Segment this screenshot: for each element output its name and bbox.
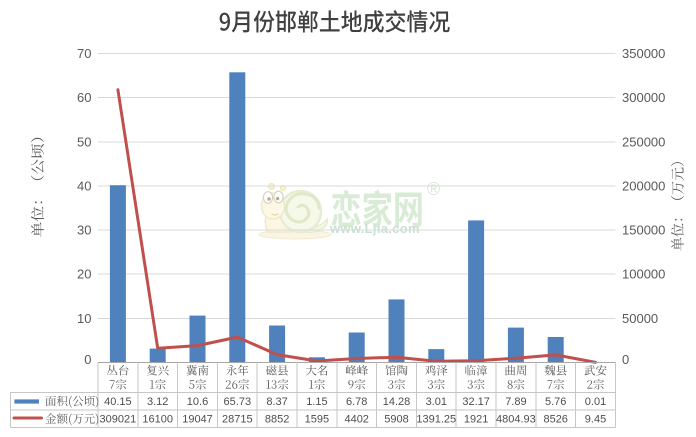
svg-text:150000: 150000 [622,223,665,238]
svg-text:28715: 28715 [222,414,253,426]
svg-text:19047: 19047 [182,414,213,426]
svg-text:5908: 5908 [384,414,408,426]
svg-text:350000: 350000 [622,46,665,61]
svg-text:8526: 8526 [543,414,567,426]
svg-text:1921: 1921 [464,414,488,426]
svg-text:50: 50 [77,134,91,149]
svg-text:www.Ljia.com: www.Ljia.com [329,221,420,236]
svg-text:3.12: 3.12 [147,396,168,408]
svg-text:3.01: 3.01 [426,396,447,408]
svg-text:4402: 4402 [344,414,368,426]
svg-text:32.17: 32.17 [462,396,490,408]
svg-text:250000: 250000 [622,134,665,149]
svg-text:9.45: 9.45 [585,414,606,426]
svg-text:20: 20 [77,267,91,282]
svg-text:1.15: 1.15 [306,396,327,408]
svg-text:6.78: 6.78 [346,396,367,408]
svg-text:30: 30 [77,223,91,238]
svg-text:40: 40 [77,179,91,194]
svg-text:4804.93: 4804.93 [496,414,536,426]
svg-text:14.28: 14.28 [383,396,411,408]
svg-text:1595: 1595 [305,414,329,426]
svg-text:50000: 50000 [622,311,658,326]
svg-text:309021: 309021 [100,414,137,426]
svg-text:7.89: 7.89 [505,396,526,408]
svg-text:®: ® [427,179,440,199]
svg-text:0.01: 0.01 [585,396,606,408]
svg-text:10.6: 10.6 [187,396,208,408]
svg-text:60: 60 [77,90,91,105]
svg-text:100000: 100000 [622,267,665,282]
svg-text:70: 70 [77,46,91,61]
svg-text:8.37: 8.37 [266,396,287,408]
svg-text:1391.25: 1391.25 [416,414,456,426]
svg-text:5.76: 5.76 [545,396,566,408]
svg-text:0: 0 [622,352,629,367]
svg-text:10: 10 [77,311,91,326]
svg-text:40.15: 40.15 [104,396,132,408]
svg-text:200000: 200000 [622,179,665,194]
svg-text:8852: 8852 [265,414,289,426]
svg-text:0: 0 [84,352,91,367]
svg-text:65.73: 65.73 [224,396,252,408]
svg-text:16100: 16100 [142,414,173,426]
svg-text:300000: 300000 [622,90,665,105]
